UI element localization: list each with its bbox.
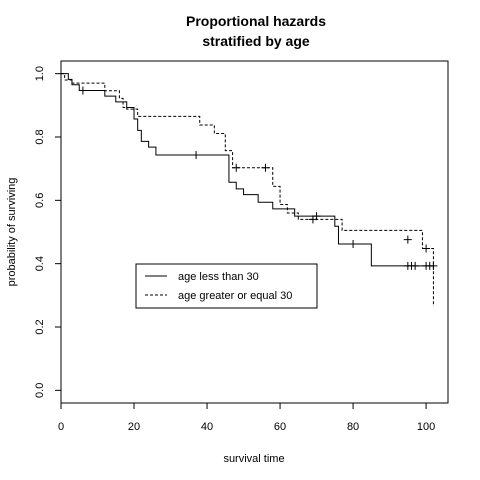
x-axis: 0 20 40 60 80 100 — [58, 403, 435, 433]
series-1-censor-mark — [192, 151, 201, 160]
legend-label-1: age less than 30 — [178, 271, 259, 283]
series-1-censor-mark — [349, 240, 358, 249]
x-axis-label: survival time — [223, 453, 284, 465]
series-layer — [61, 73, 438, 307]
x-tick-label: 60 — [274, 421, 286, 433]
x-tick-label: 80 — [347, 421, 359, 433]
y-tick-label: 0.8 — [34, 129, 46, 144]
y-tick-label: 0.6 — [34, 193, 46, 208]
series-2-censor-mark — [232, 163, 241, 172]
series-2-step-line — [61, 73, 434, 307]
series-2-censor-mark — [403, 235, 412, 244]
x-tick-label: 20 — [128, 421, 140, 433]
y-axis: 0.0 0.2 0.4 0.6 0.8 1.0 — [34, 66, 61, 398]
chart-title-line-2: stratified by age — [202, 33, 310, 49]
x-tick-label: 0 — [58, 421, 64, 433]
y-axis-label: probability of surviving — [6, 178, 18, 287]
x-tick-label: 40 — [201, 421, 213, 433]
x-tick-label: 100 — [417, 421, 435, 433]
chart-title-line-1: Proportional hazards — [186, 13, 326, 29]
series-1-censor-mark — [78, 86, 87, 95]
y-tick-label: 0.2 — [34, 319, 46, 334]
y-tick-label: 0.4 — [34, 256, 46, 271]
series-2-censor-mark — [261, 163, 270, 172]
series-1-step-line — [61, 73, 434, 267]
legend: age less than 30 age greater or equal 30 — [135, 263, 318, 309]
y-tick-label: 0.0 — [34, 383, 46, 398]
legend-box — [135, 263, 318, 309]
plot-frame — [60, 60, 449, 404]
series-2-censor-mark — [308, 215, 317, 224]
y-tick-label: 1.0 — [34, 66, 46, 81]
series-1-censor-mark — [411, 261, 420, 270]
series-2-censor-mark — [422, 244, 431, 253]
legend-label-2: age greater or equal 30 — [178, 290, 292, 302]
